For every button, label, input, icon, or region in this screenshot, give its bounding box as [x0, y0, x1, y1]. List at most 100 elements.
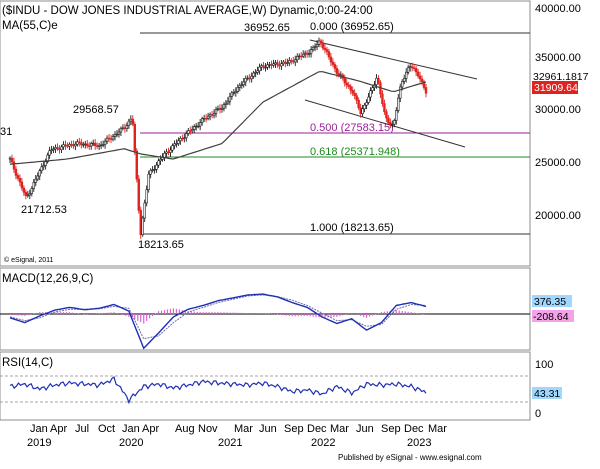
price-candle-body — [371, 87, 374, 91]
price-candle-body — [299, 55, 303, 58]
price-candle-body — [393, 120, 396, 125]
price-candle-body — [270, 64, 273, 66]
price-candle-body — [92, 142, 95, 145]
copyright: © eSignal, 2011 — [4, 256, 54, 264]
price-candle-body — [349, 86, 352, 91]
price-candle-body — [282, 61, 285, 64]
price-candle-body — [84, 143, 87, 146]
price-candle-body — [232, 92, 236, 94]
price-candle-body — [46, 154, 49, 163]
price-candle-body — [391, 123, 394, 126]
price-candle-body — [149, 170, 152, 175]
price-candle-body — [50, 149, 53, 152]
price-candle-body — [244, 77, 247, 83]
price-candle-body — [335, 68, 339, 74]
price-candle-body — [319, 40, 323, 44]
x-tick-mar-2021: Mar — [234, 423, 253, 435]
y-tick-20000: 20000.00 — [535, 210, 581, 222]
x-tick-apr-2020: Apr — [142, 423, 159, 435]
price-candle-body — [242, 81, 245, 86]
channel-upper-line — [309, 39, 478, 80]
price-candle-body — [103, 140, 107, 145]
price-candle-body — [10, 157, 14, 163]
price-candle-body — [183, 137, 186, 140]
price-bars — [8, 37, 428, 239]
price-candle-body — [155, 164, 158, 170]
price-candle-body — [54, 147, 57, 150]
price-candle-body — [399, 86, 402, 99]
price-candle-body — [408, 66, 412, 68]
price-candle-body — [216, 107, 220, 110]
price-candle-body — [412, 67, 416, 69]
price-candle-body — [72, 144, 75, 147]
price-candle-body — [173, 143, 176, 146]
price-candle-body — [34, 178, 37, 183]
price-candle-body — [18, 177, 22, 183]
last-price-label: 31909.64 — [534, 82, 578, 94]
price-candle-body — [258, 66, 261, 72]
x-tick-mar-2023: Mar — [428, 423, 447, 435]
price-candle-body — [22, 187, 26, 193]
price-candle-body — [16, 175, 20, 179]
price-candle-body — [311, 46, 315, 50]
price-candle-body — [123, 127, 127, 129]
price-candle-body — [208, 114, 212, 117]
x-tick-oct-2019: Oct — [98, 423, 115, 435]
price-candle-body — [375, 77, 378, 85]
price-candle-body — [359, 107, 362, 114]
price-candle-body — [66, 145, 69, 147]
price-candle-body — [185, 133, 188, 139]
price-candle-body — [351, 90, 354, 94]
macd-value-box — [532, 295, 572, 307]
fib-500-label: 0.500 (27583.15) — [310, 122, 394, 134]
price-candle-body — [195, 125, 198, 128]
price-candle-body — [93, 142, 97, 147]
price-candle-body — [143, 202, 146, 219]
price-candle-body — [133, 124, 136, 152]
price-candle-body — [315, 44, 319, 48]
rsi-tick-100: 100 — [535, 359, 553, 371]
price-candle-body — [139, 210, 142, 236]
price-candle-body — [177, 140, 180, 144]
price-candle-body — [329, 56, 333, 63]
price-candle-body — [323, 47, 327, 50]
price-candle-body — [82, 144, 85, 146]
price-candle-body — [78, 141, 81, 144]
price-candle-body — [127, 120, 131, 126]
rsi-line — [9, 376, 427, 405]
price-candle-body — [401, 81, 404, 88]
price-candle-body — [88, 145, 91, 147]
price-candle-body — [365, 102, 368, 106]
price-candle-body — [121, 127, 125, 129]
macd-signal-box — [532, 310, 574, 322]
price-candle-body — [20, 181, 24, 189]
dec-2018-low-label: 21712.53 — [21, 204, 67, 216]
price-candle-body — [274, 62, 277, 65]
rsi-panel-frame — [0, 351, 531, 421]
price-candle-body — [70, 144, 73, 146]
price-candle-body — [169, 149, 172, 153]
price-candle-body — [8, 157, 12, 160]
price-candle-body — [321, 42, 325, 49]
x-tick-apr-2019: Apr — [50, 423, 67, 435]
price-candle-body — [385, 111, 388, 119]
price-candle-body — [80, 142, 83, 146]
price-candle-body — [30, 188, 33, 194]
channel-lower-line — [304, 99, 466, 148]
price-candle-body — [381, 93, 384, 104]
price-candle-body — [198, 122, 202, 127]
x-year-2019: 2019 — [27, 437, 51, 449]
chart-title: ($INDU - DOW JONES INDUSTRIAL AVERAGE,W)… — [2, 5, 373, 17]
price-candle-body — [298, 55, 301, 58]
price-candle-body — [280, 63, 283, 67]
price-candle-body — [369, 90, 372, 98]
price-candle-body — [395, 110, 398, 121]
price-candle-body — [268, 64, 271, 66]
price-candle-body — [99, 144, 103, 147]
price-candle-body — [145, 189, 148, 204]
price-candle-body — [353, 92, 356, 96]
price-candle-body — [125, 125, 129, 129]
price-candle-body — [327, 51, 331, 58]
price-candle-body — [157, 160, 160, 166]
